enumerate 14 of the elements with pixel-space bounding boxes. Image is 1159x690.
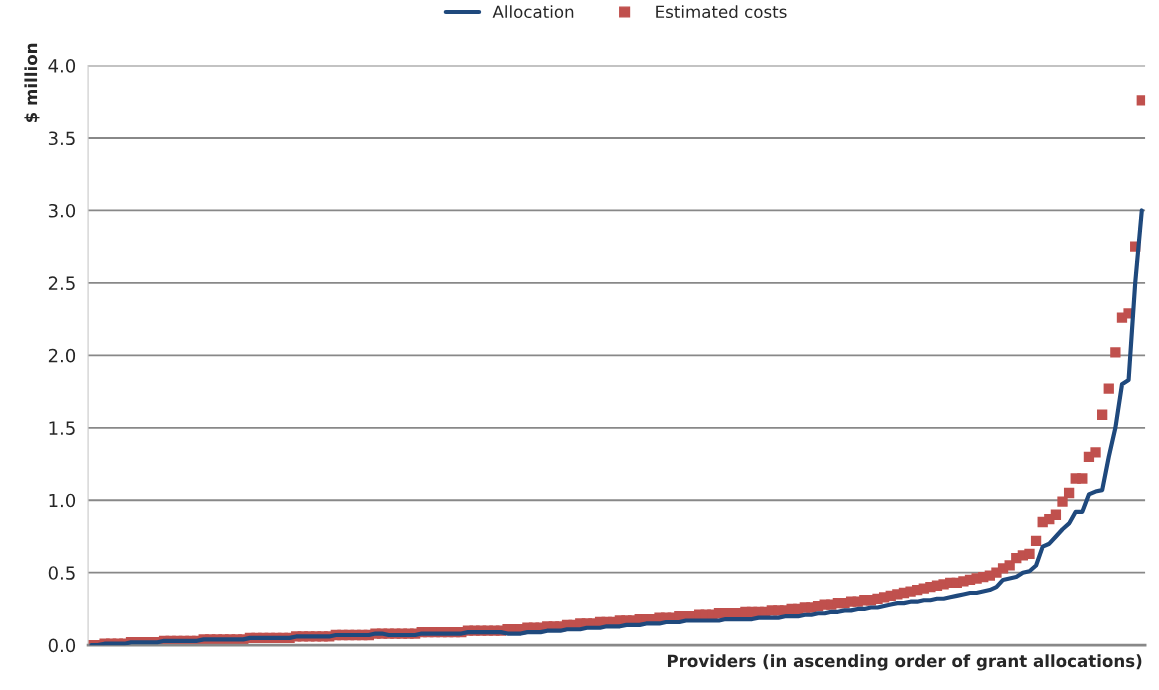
y-tick-label: 2.5	[48, 276, 75, 291]
y-tick-label: 3.0	[48, 203, 76, 218]
x-axis-title: Providers (in ascending order of grant allocations)	[667, 654, 1142, 671]
y-tick-label: 3.5	[48, 131, 75, 146]
y-tick-label: 0.5	[48, 566, 75, 580]
legend-label: Estimated costs	[656, 5, 787, 19]
legend-label: Allocation	[492, 5, 574, 19]
y-axis-title: $ million	[24, 43, 40, 123]
y-tick-label: 1.5	[49, 421, 75, 435]
y-tick-label: 1.0	[49, 493, 76, 508]
y-tick-label: 4.0	[48, 59, 76, 73]
line-series	[89, 208, 1144, 646]
y-tick-label: 0.0	[48, 638, 76, 653]
y-tick-label: 2.0	[48, 348, 76, 363]
